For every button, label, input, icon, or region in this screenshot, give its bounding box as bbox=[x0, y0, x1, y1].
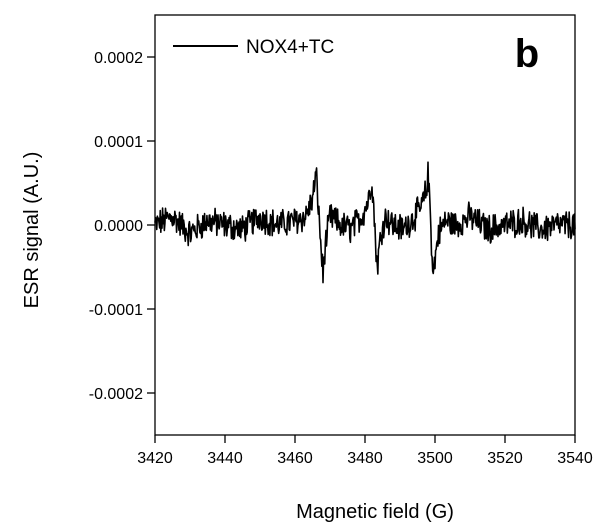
legend: NOX4+TC bbox=[173, 37, 334, 58]
x-tick-label: 3440 bbox=[207, 450, 243, 467]
x-tick-label: 3500 bbox=[417, 450, 453, 467]
x-axis-title: Magnetic field (G) bbox=[296, 501, 454, 523]
x-tick-label: 3460 bbox=[277, 450, 313, 467]
y-tick-label: 0.0001 bbox=[94, 134, 143, 151]
y-tick-label: 0.0002 bbox=[94, 50, 143, 67]
plot-series bbox=[154, 161, 576, 284]
series-line bbox=[154, 161, 576, 284]
legend-label: NOX4+TC bbox=[246, 37, 334, 58]
panel-label: b bbox=[515, 32, 539, 76]
y-axis-ticks: 0.0002 0.0001 0.0000 -0.0001 -0.0002 bbox=[89, 50, 155, 403]
x-tick-label: 3420 bbox=[137, 450, 173, 467]
y-tick-label: -0.0001 bbox=[89, 302, 143, 319]
x-tick-label: 3540 bbox=[557, 450, 593, 467]
x-tick-label: 3520 bbox=[487, 450, 523, 467]
y-tick-label: -0.0002 bbox=[89, 386, 143, 403]
x-tick-label: 3480 bbox=[347, 450, 383, 467]
plot-frame bbox=[154, 14, 576, 436]
y-axis-title: ESR signal (A.U.) bbox=[21, 152, 43, 309]
x-axis-ticks: 3420 3440 3460 3480 3500 3520 3540 bbox=[137, 435, 593, 467]
y-tick-label: 0.0000 bbox=[94, 218, 143, 235]
